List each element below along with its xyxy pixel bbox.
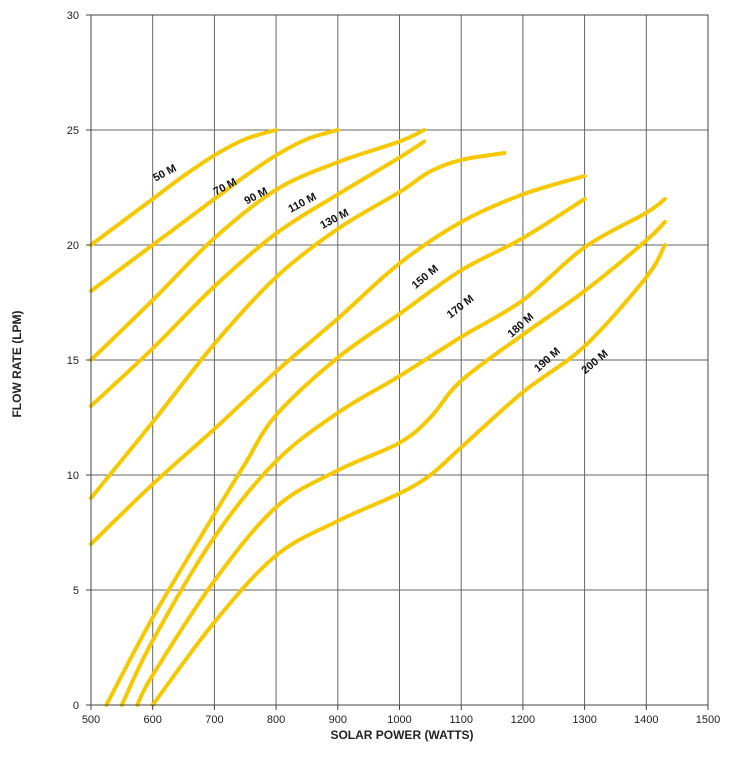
series-line-130m	[89, 151, 507, 500]
y-tick-label: 20	[67, 240, 79, 252]
series-line-190m	[135, 220, 667, 707]
x-tick-label: 1200	[511, 714, 535, 726]
series-lines	[89, 128, 667, 707]
x-tick-label: 600	[144, 714, 162, 726]
y-tick-label: 30	[67, 10, 79, 22]
x-tick-label: 500	[82, 714, 100, 726]
x-tick-label: 800	[267, 714, 285, 726]
x-axis-title: SOLAR POWER (WATTS)	[330, 728, 473, 742]
series-line-150m	[89, 174, 587, 546]
series-line-50m	[89, 128, 279, 247]
curve-label-110m: 110 M	[286, 191, 318, 216]
series-line-200m	[150, 243, 667, 707]
x-tick-label: 1000	[387, 714, 411, 726]
y-tick-label: 25	[67, 125, 79, 137]
series-line-70m	[89, 128, 340, 293]
series-line-110m	[89, 139, 427, 408]
x-tick-label: 1100	[449, 714, 473, 726]
x-tick-label: 1400	[634, 714, 658, 726]
curve-label-70m: 70 M	[212, 176, 239, 198]
y-tick-label: 5	[73, 585, 79, 597]
grid	[90, 14, 709, 706]
series-line-170m	[104, 197, 587, 707]
curve-label-130m: 130 M	[318, 207, 351, 232]
y-tick-label: 15	[67, 355, 79, 367]
x-tick-label: 1300	[572, 714, 596, 726]
y-tick-label: 0	[73, 700, 79, 712]
x-tick-label: 900	[329, 714, 347, 726]
x-tick-label: 700	[205, 714, 223, 726]
curve-label-170m: 170 M	[445, 293, 476, 321]
y-tick-label: 10	[67, 470, 79, 482]
series-line-90m	[89, 128, 427, 362]
axes: 500 600 700 800 900 1000 1100 1200 1300 1400 1500 0…	[67, 10, 720, 726]
y-axis-title: FLOW RATE (LPM)	[10, 310, 24, 417]
series-line-180m	[119, 197, 667, 707]
x-tick-label: 1500	[696, 714, 720, 726]
